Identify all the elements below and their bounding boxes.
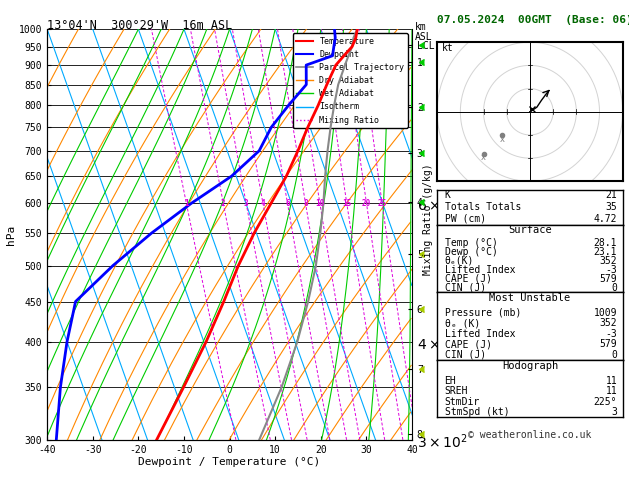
Text: 579: 579 <box>599 339 617 349</box>
Text: CIN (J): CIN (J) <box>445 283 486 293</box>
Text: 3: 3 <box>244 199 248 208</box>
Text: 6: 6 <box>285 199 290 208</box>
Text: 0: 0 <box>611 283 617 293</box>
Text: Most Unstable: Most Unstable <box>489 294 571 303</box>
Text: Dewp (°C): Dewp (°C) <box>445 246 498 257</box>
Text: 10: 10 <box>315 199 325 208</box>
Text: -3: -3 <box>605 265 617 275</box>
Text: 35: 35 <box>605 202 617 212</box>
Text: 4.72: 4.72 <box>594 214 617 224</box>
Text: x: x <box>500 135 505 144</box>
Text: 25: 25 <box>377 199 387 208</box>
Text: 1: 1 <box>184 199 189 208</box>
Text: StmDir: StmDir <box>445 397 480 407</box>
Text: 21: 21 <box>605 191 617 200</box>
Text: km: km <box>415 22 427 32</box>
Text: 23.1: 23.1 <box>594 246 617 257</box>
Text: StmSpd (kt): StmSpd (kt) <box>445 407 509 417</box>
Text: 2: 2 <box>221 199 226 208</box>
Text: Lifted Index: Lifted Index <box>445 329 515 339</box>
Text: Pressure (mb): Pressure (mb) <box>445 308 521 318</box>
Text: 4: 4 <box>260 199 265 208</box>
Text: Totals Totals: Totals Totals <box>445 202 521 212</box>
Text: © weatheronline.co.uk: © weatheronline.co.uk <box>468 430 592 440</box>
Text: 3: 3 <box>611 407 617 417</box>
Text: θₑ (K): θₑ (K) <box>445 318 480 329</box>
Text: 0: 0 <box>611 349 617 360</box>
Text: 13°04'N  300°29'W  16m ASL: 13°04'N 300°29'W 16m ASL <box>47 19 233 33</box>
Text: 07.05.2024  00GMT  (Base: 06): 07.05.2024 00GMT (Base: 06) <box>437 15 629 25</box>
Text: 15: 15 <box>342 199 352 208</box>
Text: 225°: 225° <box>594 397 617 407</box>
Text: Mixing Ratio (g/kg): Mixing Ratio (g/kg) <box>423 163 433 275</box>
Text: ASL: ASL <box>415 32 433 42</box>
Text: 1009: 1009 <box>594 308 617 318</box>
Text: Temp (°C): Temp (°C) <box>445 238 498 247</box>
Text: Surface: Surface <box>508 225 552 235</box>
Text: x: x <box>481 154 486 162</box>
Text: Hodograph: Hodograph <box>502 361 558 371</box>
Text: kt: kt <box>442 43 454 53</box>
Text: Lifted Index: Lifted Index <box>445 265 515 275</box>
Text: CAPE (J): CAPE (J) <box>445 339 492 349</box>
Text: -3: -3 <box>605 329 617 339</box>
Legend: Temperature, Dewpoint, Parcel Trajectory, Dry Adiabat, Wet Adiabat, Isotherm, Mi: Temperature, Dewpoint, Parcel Trajectory… <box>293 34 408 128</box>
Text: 352: 352 <box>599 256 617 266</box>
Text: 8: 8 <box>303 199 308 208</box>
Text: PW (cm): PW (cm) <box>445 214 486 224</box>
Text: CIN (J): CIN (J) <box>445 349 486 360</box>
Text: 579: 579 <box>599 274 617 284</box>
Text: 352: 352 <box>599 318 617 329</box>
Text: θₑ(K): θₑ(K) <box>445 256 474 266</box>
Text: 20: 20 <box>362 199 371 208</box>
Text: 11: 11 <box>605 386 617 396</box>
Text: EH: EH <box>445 376 456 386</box>
Text: 28.1: 28.1 <box>594 238 617 247</box>
Text: CAPE (J): CAPE (J) <box>445 274 492 284</box>
Text: K: K <box>445 191 450 200</box>
Y-axis label: hPa: hPa <box>6 225 16 244</box>
Text: 11: 11 <box>605 376 617 386</box>
X-axis label: Dewpoint / Temperature (°C): Dewpoint / Temperature (°C) <box>138 457 321 468</box>
Text: SREH: SREH <box>445 386 468 396</box>
